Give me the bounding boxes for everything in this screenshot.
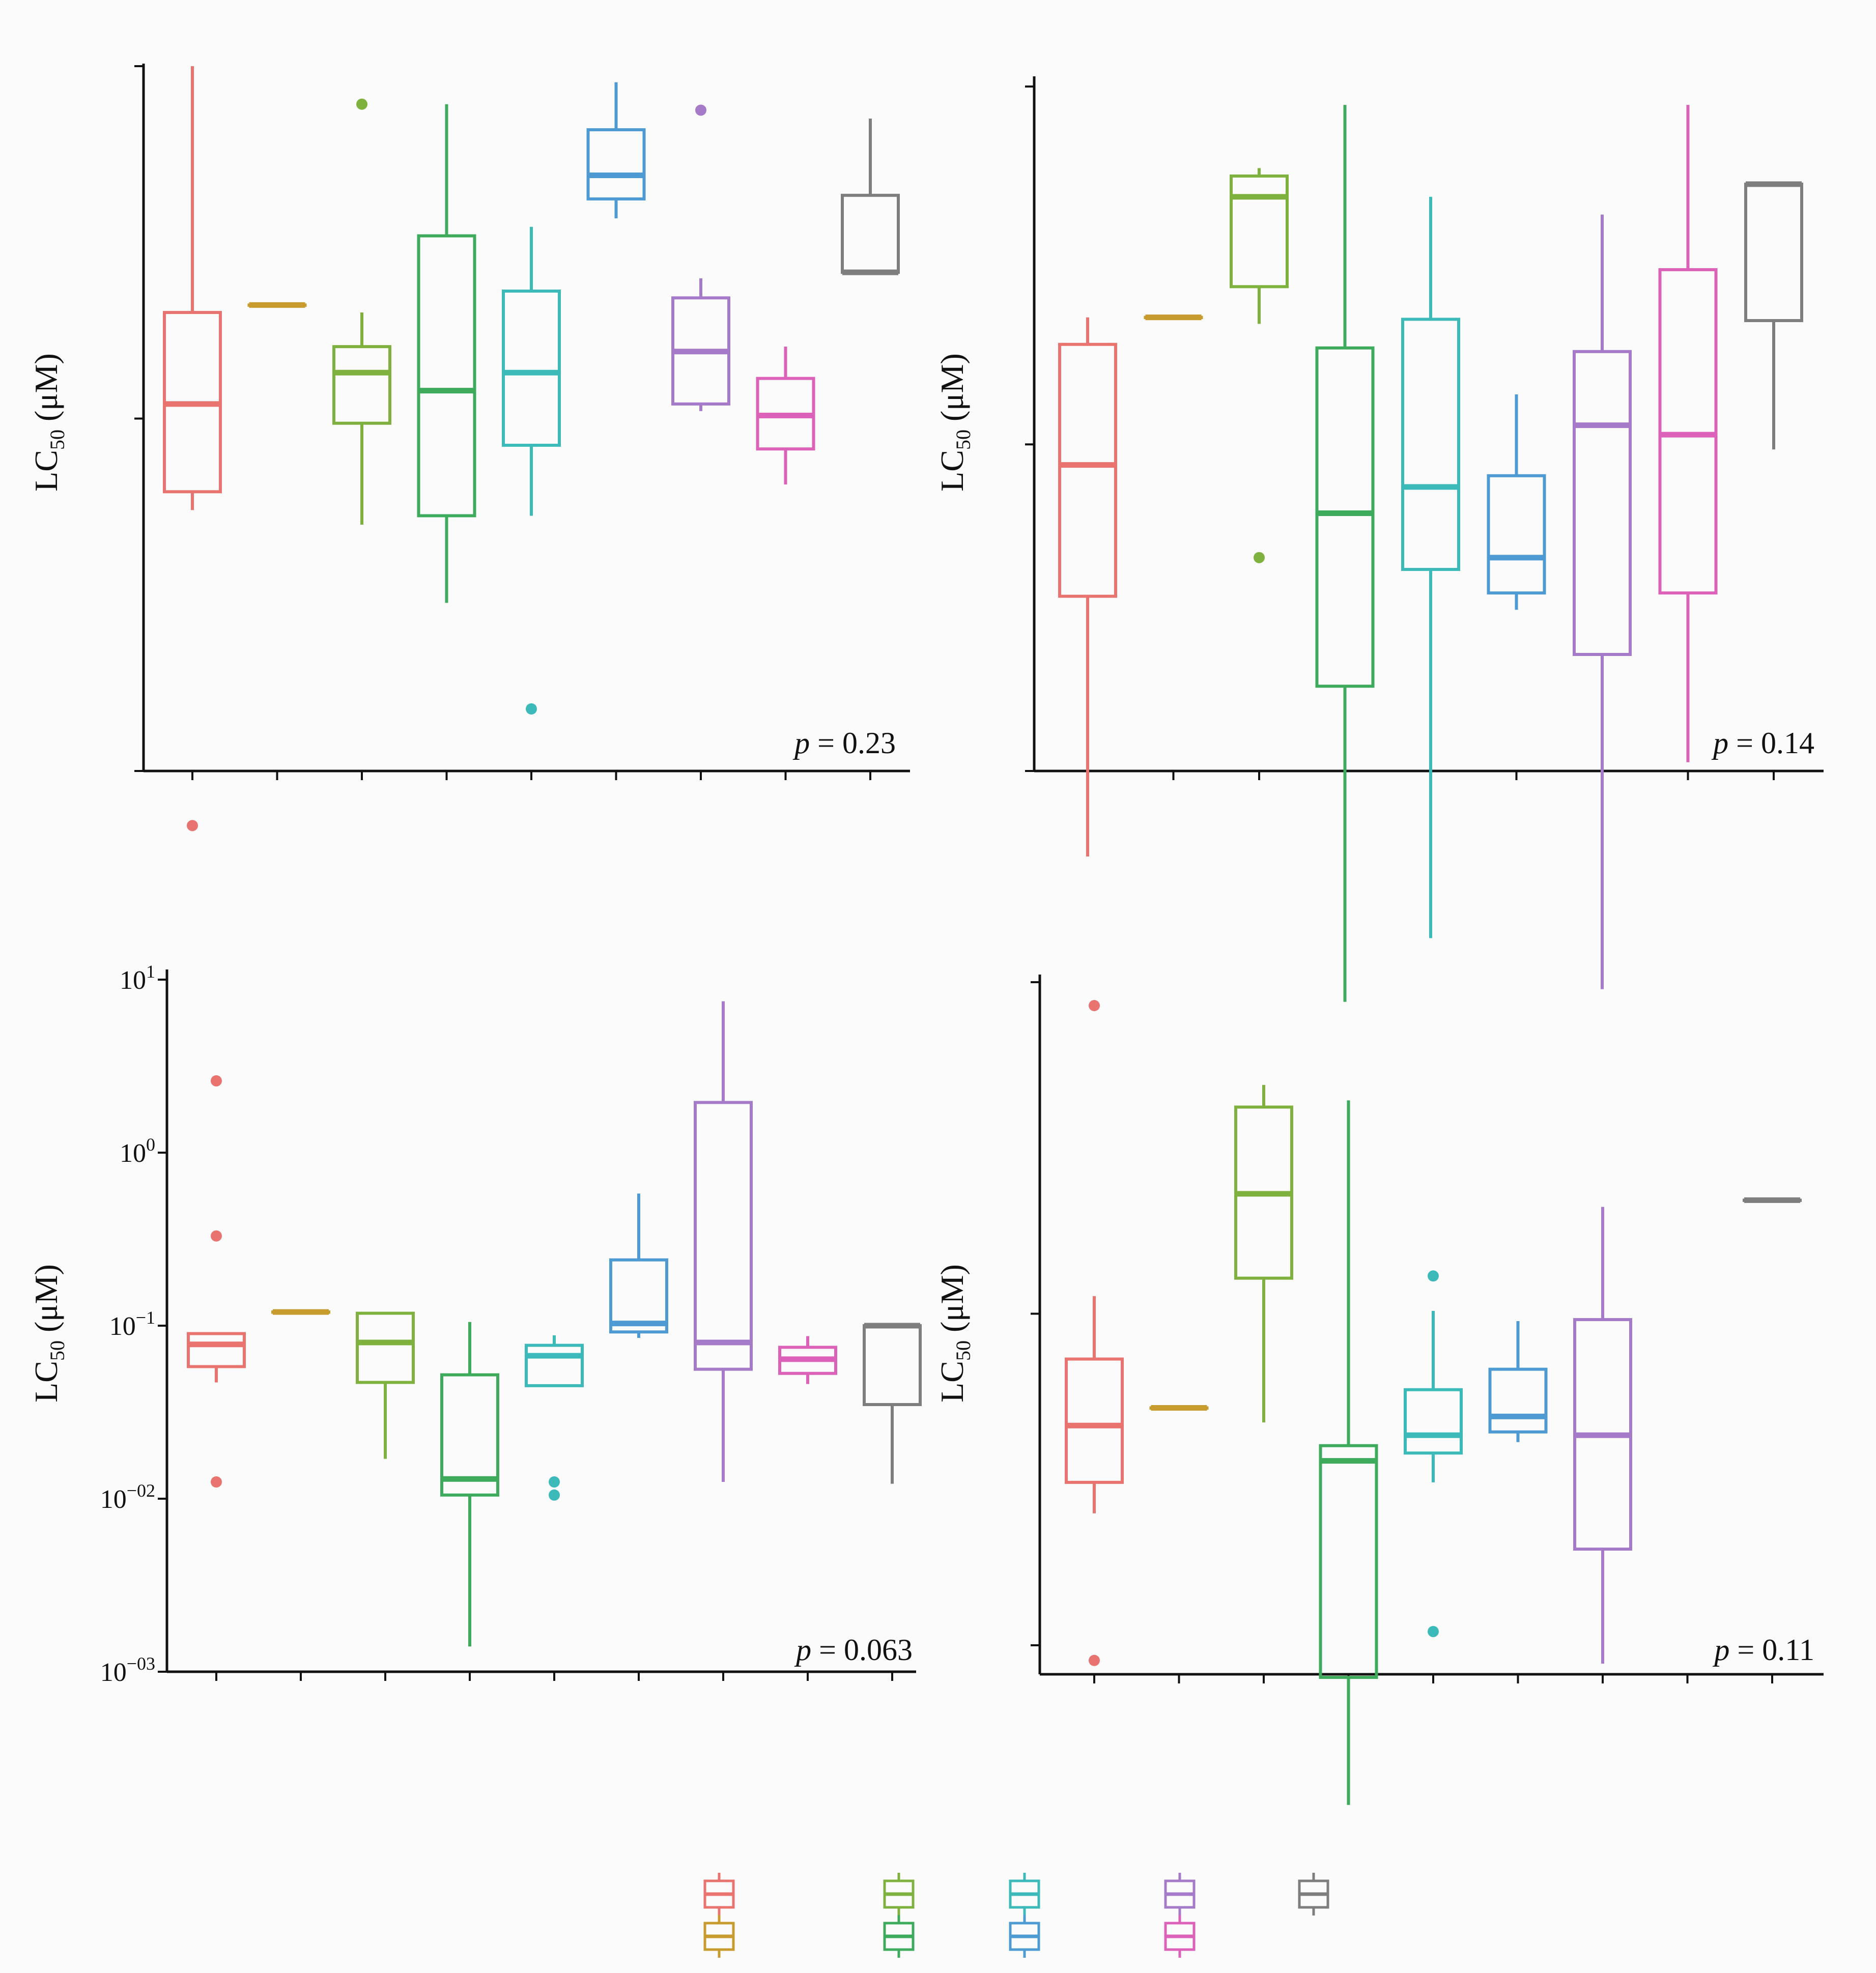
outlier-point (1089, 999, 1100, 1011)
iqr-box (1315, 346, 1375, 688)
box-n-a (841, 119, 900, 275)
iqr-box (356, 1311, 415, 1384)
iqr-box (1319, 1444, 1378, 1679)
box-mll (1319, 1100, 1378, 1805)
p-value-label: p = 0.23 (792, 726, 896, 760)
outlier-point (211, 1075, 222, 1086)
y-axis-label: LC50 (μM) (934, 353, 975, 492)
panel-A: LC50 (μM) p = 0.23 (28, 64, 910, 832)
outlier-point (187, 820, 198, 832)
panel-B: LC50 (μM) p = 0.14 (934, 76, 1824, 1002)
legend (703, 1873, 1329, 1958)
y-tick-label: 101 (120, 961, 155, 995)
y-axis-label: LC50 (μM) (28, 1264, 69, 1403)
panel-C: 101 100 10−1 10−02 10−03 LC50 (μM) p = 0.063 (28, 961, 922, 1687)
box-t-15-17- (1487, 394, 1546, 610)
outlier-point (1089, 1654, 1100, 1666)
y-axis-label: LC50 (μM) (934, 1264, 975, 1403)
iqr-box (1487, 474, 1546, 595)
p-value-label: p = 0.063 (794, 1633, 913, 1667)
iqr-box (440, 1373, 499, 1497)
legend-item-cn-aml (703, 1873, 735, 1915)
box-other (502, 226, 561, 715)
iqr-box (187, 1332, 246, 1368)
box-other (525, 1335, 584, 1501)
box-t-8-21- (1573, 1207, 1632, 1664)
box-t-8-21- (671, 104, 730, 411)
box-n-a (863, 1323, 922, 1484)
y-tick-label: 10−03 (100, 1653, 155, 1687)
box-tris8 (778, 1336, 837, 1384)
y-tick-label: 10−1 (109, 1307, 155, 1341)
box-t-8-21- (1573, 214, 1632, 989)
iqr-box (525, 1343, 584, 1387)
iqr-box (1230, 174, 1289, 289)
iqr-box (1401, 318, 1460, 571)
legend-item-other (1009, 1873, 1040, 1915)
box-inv-16- (356, 1311, 415, 1459)
box-tris8 (756, 347, 815, 485)
box-t-8-21- (694, 1001, 753, 1482)
box-other (1401, 196, 1460, 938)
p-value-label: p = 0.14 (1711, 726, 1814, 760)
iqr-box (1404, 1388, 1463, 1455)
box-del7 (1149, 1405, 1209, 1411)
outlier-point (356, 98, 367, 110)
box-other (1404, 1270, 1463, 1638)
iqr-box (841, 193, 900, 274)
box-n-a (1744, 181, 1803, 450)
outlier-point (1254, 552, 1265, 563)
outlier-point (1428, 1270, 1439, 1282)
legend-item-t-15-17- (1009, 1915, 1040, 1958)
iqr-box (1065, 1357, 1124, 1484)
box-inv-16- (1234, 1084, 1293, 1423)
outlier-point (1428, 1626, 1439, 1638)
iqr-box (332, 345, 391, 425)
legend-item-t-8-21- (1164, 1873, 1196, 1915)
legend-item-n-a (1298, 1873, 1329, 1915)
box-mll (417, 104, 476, 603)
outlier-point (211, 1230, 222, 1242)
y-tick-label: 10−02 (100, 1480, 155, 1514)
iqr-box (502, 290, 561, 447)
iqr-box (586, 128, 646, 201)
box-t-15-17- (586, 82, 646, 219)
iqr-box (609, 1258, 668, 1334)
box-cn-aml (187, 1075, 246, 1488)
outlier-point (211, 1476, 222, 1488)
p-value-label: p = 0.11 (1712, 1633, 1814, 1667)
y-tick-label: 100 (120, 1134, 155, 1168)
outlier-point (549, 1489, 560, 1501)
box-mll (440, 1322, 499, 1647)
iqr-box (694, 1101, 753, 1371)
panel-D: LC50 (μM) p = 0.11 (934, 975, 1824, 1805)
iqr-box (863, 1324, 922, 1407)
box-tris8 (1658, 105, 1718, 762)
outlier-point (695, 104, 706, 116)
iqr-box (1658, 268, 1718, 595)
iqr-box (1573, 350, 1632, 656)
box-cn-aml (163, 66, 222, 832)
iqr-box (1488, 1367, 1548, 1434)
legend-item-inv-16- (883, 1873, 915, 1915)
outlier-point (549, 1476, 560, 1488)
box-t-15-17- (609, 1193, 668, 1338)
iqr-box (1744, 182, 1803, 322)
legend-item-mll (883, 1915, 915, 1958)
legend-item-tris8 (1164, 1915, 1196, 1958)
legend-item-del7 (703, 1915, 735, 1958)
outlier-point (526, 703, 537, 715)
box-cn-aml (1058, 317, 1117, 857)
iqr-box (1058, 342, 1117, 598)
y-axis-label: LC50 (μM) (28, 353, 69, 492)
box-t-15-17- (1488, 1321, 1548, 1442)
box-inv-16- (1230, 168, 1289, 563)
box-cn-aml (1065, 999, 1124, 1666)
iqr-box (417, 234, 476, 518)
box-mll (1315, 105, 1375, 1002)
box-inv-16- (332, 98, 391, 525)
